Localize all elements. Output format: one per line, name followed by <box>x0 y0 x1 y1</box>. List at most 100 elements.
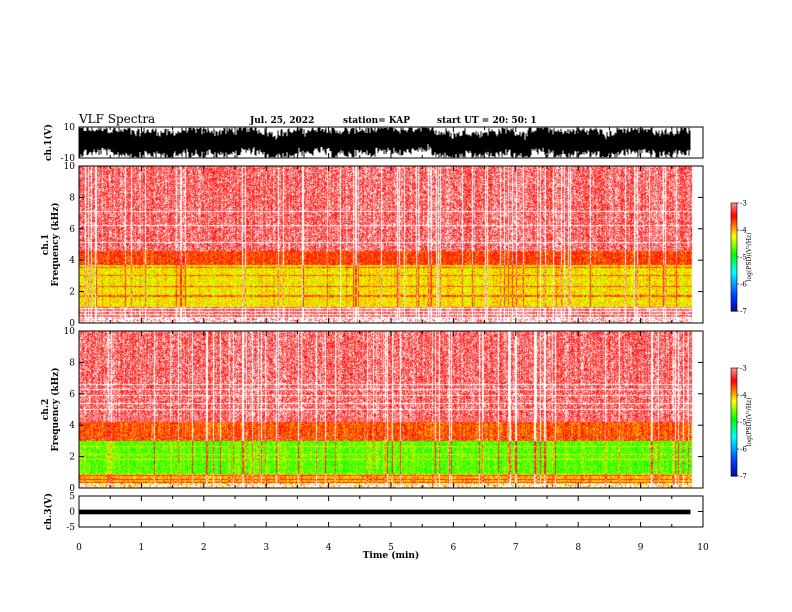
x-tick-label: 6 <box>451 543 457 553</box>
colorbar-swatch <box>731 285 737 289</box>
x-axis-label: Time (min) <box>363 550 420 561</box>
channel-label: ch.1 <box>41 234 51 255</box>
colorbar-swatch <box>731 420 737 423</box>
figure-title: VLF Spectra <box>78 112 155 126</box>
colorbar-swatch <box>731 267 737 271</box>
colorbar-swatch <box>731 239 737 242</box>
colorbar-swatch <box>731 369 737 373</box>
colorbar-swatch <box>731 434 737 437</box>
station-label: station= KAP <box>343 116 410 126</box>
colorbar-swatch <box>731 253 737 256</box>
colorbar-swatch <box>731 257 737 260</box>
start-time-label: start UT = 20: 50: 1 <box>437 116 537 126</box>
y-tick-label: 4 <box>69 421 75 431</box>
colorbar-swatch <box>731 258 737 262</box>
y-tick-label: 10 <box>64 162 76 172</box>
colorbar-swatch <box>731 474 737 477</box>
colorbar-swatch <box>731 405 737 409</box>
colorbar-swatch <box>731 423 737 427</box>
colorbar-swatch <box>731 409 737 412</box>
colorbar-swatch <box>731 391 737 394</box>
colorbar-swatch <box>731 443 737 446</box>
colorbar-swatch <box>731 228 737 231</box>
colorbar-swatch <box>731 224 737 227</box>
colorbar-swatch <box>731 447 737 450</box>
colorbar-swatch <box>731 204 737 208</box>
x-tick-label: 2 <box>201 543 207 553</box>
y-tick-label: 10 <box>64 327 76 337</box>
colorbar-swatch <box>731 375 737 378</box>
colorbar-swatch <box>731 459 737 463</box>
colorbar-tick-label: -7 <box>740 473 747 481</box>
colorbar-swatch <box>731 251 737 254</box>
x-tick-label: 7 <box>513 543 519 553</box>
colorbar-swatch <box>731 278 737 281</box>
y-tick-label: 6 <box>69 225 75 235</box>
x-tick-label: 0 <box>76 543 82 553</box>
colorbar-swatch <box>731 380 737 383</box>
x-tick-label: 3 <box>263 543 269 553</box>
date-label: Jul. 25, 2022 <box>249 116 314 126</box>
ch1-spectrogram-panel: 0 2 4 6 8 10 ch.1 Frequency (kHz) -3 -4 -5 -6 -7 log(… <box>41 162 753 329</box>
colorbar-swatch <box>731 242 737 245</box>
colorbar-swatch <box>731 422 737 425</box>
colorbar-tick-label: -5 <box>740 254 747 262</box>
colorbar-swatch <box>731 427 737 430</box>
colorbar-swatch <box>731 384 737 387</box>
colorbar-swatch <box>731 210 737 213</box>
ch3-waveform-panel: 5 0 -5 ch.3(V) <box>43 492 704 533</box>
colorbar-swatch <box>731 289 737 292</box>
colorbar-swatch <box>731 378 737 382</box>
colorbar-swatch <box>731 440 737 443</box>
colorbar-swatch <box>731 276 737 280</box>
colorbar-swatch <box>731 307 737 310</box>
colorbar-tick-label: -3 <box>740 365 747 373</box>
colorbar-swatch <box>731 237 737 240</box>
colorbar-swatch <box>731 215 737 218</box>
time-axis: 0 1 2 3 4 5 6 7 8 9 10 Time (min) <box>76 543 709 561</box>
colorbar-swatch <box>731 262 737 265</box>
y-tick-label: 8 <box>69 193 75 203</box>
colorbar-swatch <box>731 395 737 398</box>
y-tick-label: 5 <box>69 492 75 502</box>
colorbar-swatch <box>731 456 737 459</box>
colorbar-swatch <box>731 271 737 274</box>
y-tick-label: 6 <box>69 390 75 400</box>
frequency-axis-label: Frequency (kHz) <box>50 202 61 286</box>
colorbar-swatch <box>731 368 737 371</box>
colorbar-swatch <box>731 287 737 290</box>
colorbar-tick-label: -6 <box>740 281 747 289</box>
colorbar-swatch <box>731 398 737 401</box>
y-tick-label: -5 <box>66 523 75 533</box>
colorbar-swatch <box>731 413 737 416</box>
y-tick-label: 0 <box>69 508 75 518</box>
colorbar-swatch <box>731 438 737 441</box>
colorbar-swatch <box>731 452 737 455</box>
colorbar-swatch <box>731 294 737 298</box>
colorbar-swatch <box>731 213 737 217</box>
ch1-spectrogram-heatmap <box>79 166 703 323</box>
colorbar-swatch <box>731 280 737 283</box>
colorbar-swatch <box>731 244 737 247</box>
colorbar-swatch <box>731 226 737 229</box>
colorbar: -3 -4 -5 -6 -7 log(PSD)(V²/Hz) <box>730 365 753 481</box>
y-tick-label: 4 <box>69 256 75 266</box>
ch1-axis-label: ch.1(V) <box>43 124 54 161</box>
x-tick-label: 1 <box>139 543 145 553</box>
colorbar-swatch <box>731 309 737 312</box>
colorbar-swatch <box>731 396 737 400</box>
colorbar-swatch <box>731 293 737 296</box>
colorbar-swatch <box>731 219 737 222</box>
colorbar-tick-label: -4 <box>740 392 747 400</box>
ch3-axis-label: ch.3(V) <box>43 493 54 530</box>
y-tick-label: 0 <box>69 484 75 494</box>
x-tick-label: 9 <box>638 543 644 553</box>
colorbar-tick-label: -6 <box>740 446 747 454</box>
colorbar-swatch <box>731 231 737 235</box>
colorbar-swatch <box>731 467 737 470</box>
colorbar-swatch <box>731 432 737 436</box>
colorbar-swatch <box>731 470 737 473</box>
colorbar-swatch <box>731 233 737 236</box>
